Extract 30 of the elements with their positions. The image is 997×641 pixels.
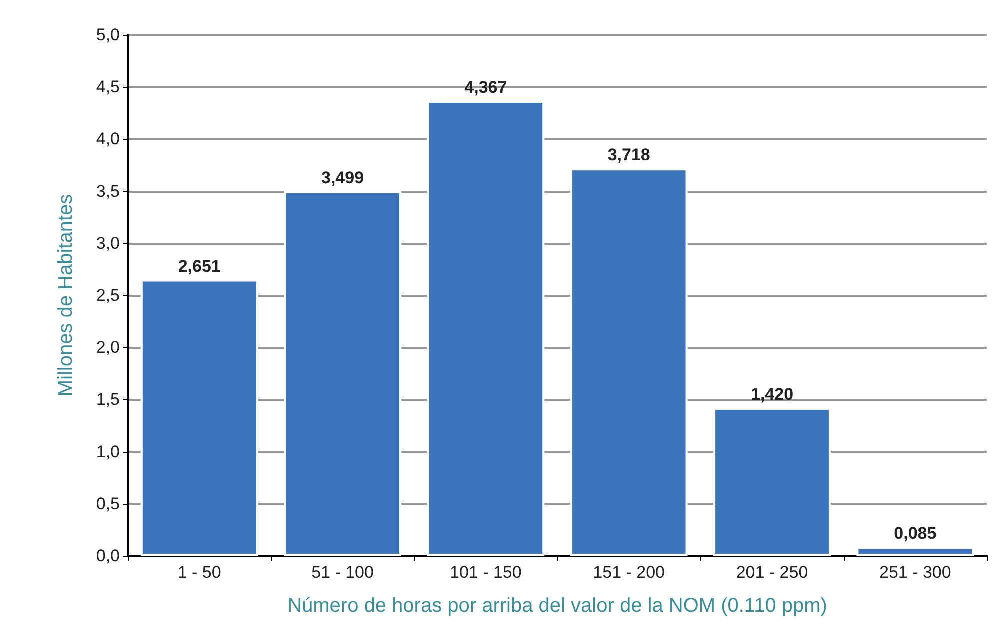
y-tick-label: 4,0 [96,130,120,149]
y-tick-label: 4,5 [96,78,120,97]
x-tick-label: 101 - 150 [450,563,522,582]
x-axis-title: Número de horas por arriba del valor de la NOM (0.110 ppm) [288,595,828,617]
data-label: 3,718 [608,146,650,165]
y-tick-label: 5,0 [96,26,120,44]
data-label: 3,499 [321,168,364,188]
bar [140,280,258,556]
x-tick-label: 251 - 300 [879,563,952,582]
bar [284,191,402,556]
x-tick-label: 1 - 50 [178,563,222,582]
y-tick-label: 2,5 [96,286,120,305]
data-label: 4,367 [464,78,508,97]
bar [570,168,688,556]
bar [714,408,831,556]
x-tick-label: 51 - 100 [312,563,374,582]
data-label: 1,420 [750,385,794,404]
x-tick-label: 201 - 250 [736,563,808,582]
bar [856,547,974,556]
y-tick-label: 3,5 [96,182,120,201]
y-tick-label: 2,0 [96,338,120,358]
y-tick-label: 1,5 [96,390,120,410]
y-axis-title: Millones de Habitantes [55,194,77,397]
y-tick-label: 1,0 [96,442,120,462]
y-tick-label: 0,0 [96,546,120,566]
y-tick-label: 3,0 [96,234,120,253]
x-tick-label: 151 - 200 [593,563,666,582]
data-label: 0,085 [894,524,937,544]
y-tick-label: 0,5 [96,494,120,514]
data-label: 2,651 [178,256,221,276]
